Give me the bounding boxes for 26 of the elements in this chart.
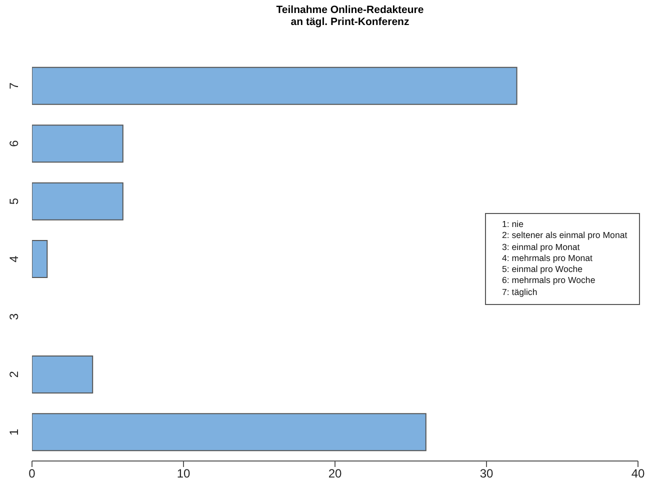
annotation: 7: täglich	[502, 286, 538, 298]
y-tick-label: 1	[7, 428, 21, 436]
annotation: 4: mehrmals pro Monat	[502, 252, 594, 264]
annotation: 1: nie	[502, 219, 525, 230]
bar	[32, 355, 94, 394]
x-tick-label: 20	[328, 466, 342, 481]
y-tick-label: 4	[7, 255, 21, 262]
bar	[32, 240, 48, 278]
annotation: 3: einmal pro Monat	[502, 242, 581, 253]
bar	[32, 124, 124, 163]
annotation: 6: mehrmals pro Woche	[502, 275, 596, 287]
y-tick-label: 6	[7, 140, 21, 147]
x-tick-label: 40	[631, 466, 645, 481]
y-tick-label: 7	[7, 82, 21, 90]
x-tick-label: 10	[176, 466, 190, 481]
annotation: 2: seltener als einmal pro Monat	[502, 230, 628, 242]
chart-title: Teilnahme Online-Redakteure an tägl. Print-Konferenz	[275, 4, 425, 28]
bar	[32, 413, 426, 452]
y-tick-label: 3	[7, 313, 21, 320]
bar	[32, 182, 124, 220]
bar	[32, 66, 518, 105]
x-tick-label: 0	[28, 466, 36, 481]
annotation: 5: einmal pro Woche	[502, 264, 584, 276]
y-tick-label: 5	[7, 198, 21, 205]
x-tick-label: 30	[480, 466, 494, 481]
y-tick-label: 2	[7, 370, 21, 378]
